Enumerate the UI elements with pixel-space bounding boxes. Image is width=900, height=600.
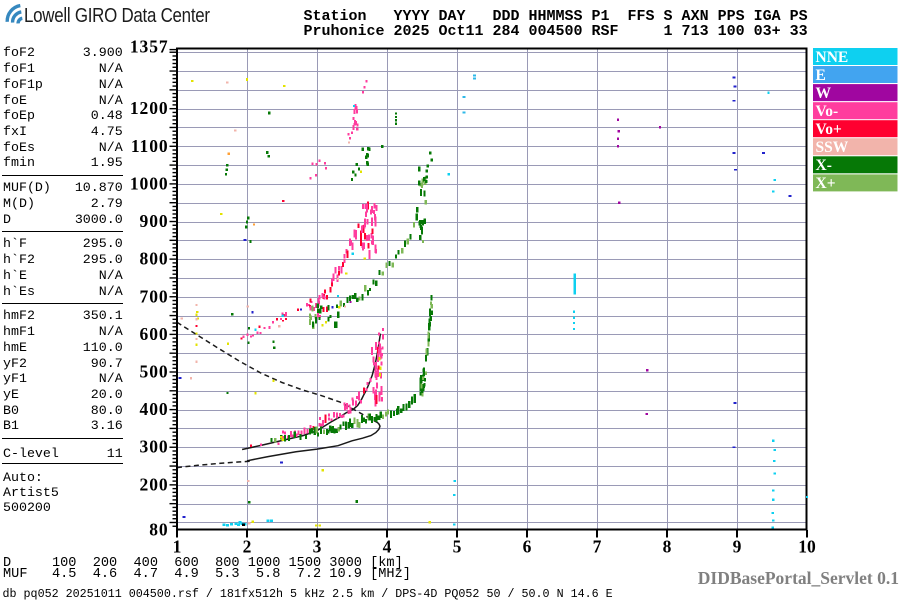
svg-text:E: E — [816, 67, 826, 84]
svg-text:1100: 1100 — [131, 136, 169, 156]
svg-text:80: 80 — [149, 520, 168, 540]
svg-text:300: 300 — [140, 437, 169, 457]
svg-text:1: 1 — [173, 537, 182, 557]
svg-text:500: 500 — [140, 362, 169, 382]
svg-text:700: 700 — [140, 286, 169, 306]
svg-text:10: 10 — [798, 537, 816, 557]
svg-text:800: 800 — [140, 249, 169, 269]
svg-text:9: 9 — [733, 537, 742, 557]
svg-text:200: 200 — [140, 474, 169, 494]
svg-text:Vo+: Vo+ — [816, 121, 843, 138]
svg-text:600: 600 — [140, 324, 169, 344]
svg-text:3: 3 — [313, 537, 322, 557]
svg-text:1200: 1200 — [130, 98, 169, 118]
svg-text:SSW: SSW — [816, 139, 849, 156]
svg-text:5: 5 — [453, 537, 462, 557]
svg-text:400: 400 — [140, 399, 169, 419]
svg-text:X-: X- — [816, 157, 832, 174]
svg-text:900: 900 — [140, 211, 169, 231]
svg-text:W: W — [816, 85, 832, 102]
svg-text:1000: 1000 — [130, 173, 169, 193]
svg-text:2: 2 — [243, 537, 252, 557]
svg-text:8: 8 — [663, 537, 672, 557]
svg-text:X+: X+ — [816, 175, 836, 192]
svg-text:6: 6 — [523, 537, 532, 557]
svg-text:4: 4 — [383, 537, 392, 557]
svg-text:7: 7 — [593, 537, 602, 557]
svg-text:1357: 1357 — [130, 37, 169, 57]
svg-text:NNE: NNE — [816, 49, 849, 66]
svg-text:Vo-: Vo- — [816, 103, 839, 120]
